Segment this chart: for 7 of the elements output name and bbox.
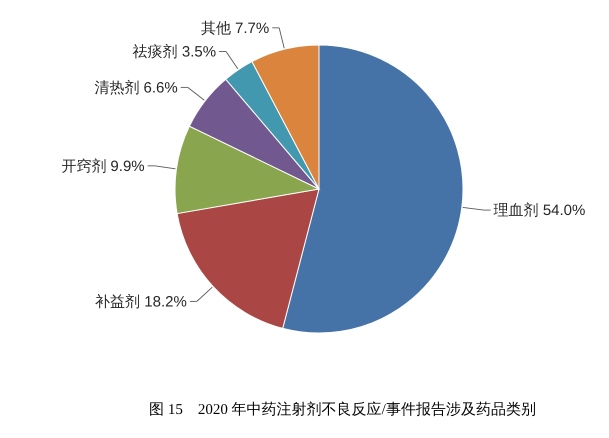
slice-label: 祛痰剂 3.5% (132, 43, 216, 60)
slice-label: 补益剂 18.2% (95, 293, 187, 310)
text: 图 15 2020 年中药注射剂不良反应/事件报告涉及药品类别 (149, 401, 536, 418)
slice-label: 开窍剂 9.9% (61, 158, 145, 175)
slice-label: 理血剂 54.0% (494, 202, 586, 220)
slice-label: 其他 7.7% (200, 20, 270, 37)
slice-label: 清热剂 6.6% (94, 79, 178, 96)
